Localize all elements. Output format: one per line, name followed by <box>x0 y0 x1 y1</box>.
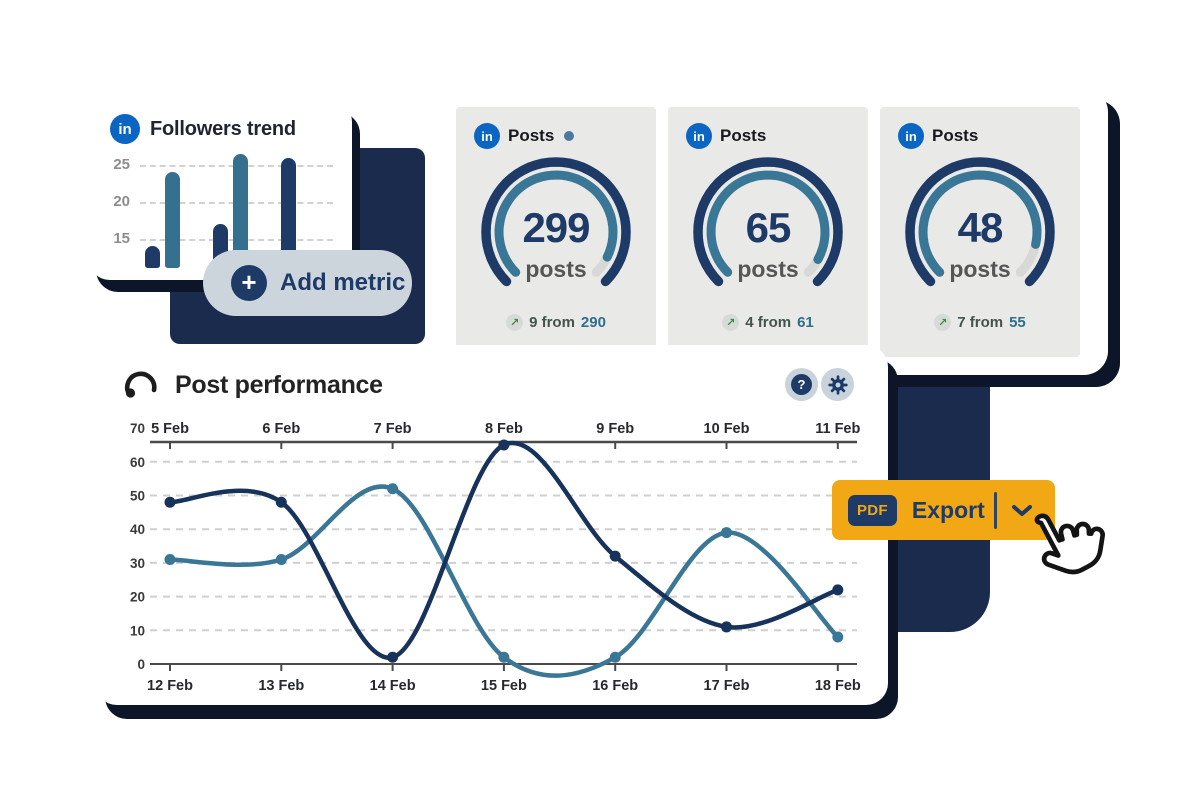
linkedin-icon: in <box>686 123 712 149</box>
gauge-delta: ↗ 7 from 55 <box>880 314 1080 331</box>
linkedin-icon: in <box>898 123 924 149</box>
svg-text:40: 40 <box>130 522 145 537</box>
status-dot <box>564 131 575 141</box>
button-divider <box>994 491 997 529</box>
question-mark-icon: ? <box>791 374 812 395</box>
post-performance-card: Post performance ? 5 Fe <box>95 345 888 705</box>
svg-text:20: 20 <box>130 590 145 605</box>
followers-bar-chart: 25 20 15 <box>88 100 352 280</box>
delta-text: 9 from <box>529 314 575 331</box>
export-dropdown-toggle[interactable] <box>1011 504 1033 517</box>
svg-text:30: 30 <box>130 556 145 571</box>
export-button[interactable]: PDF Export <box>832 480 1055 540</box>
delta-text: 4 from <box>745 314 792 331</box>
svg-text:18 Feb: 18 Feb <box>815 678 861 694</box>
svg-text:16 Feb: 16 Feb <box>592 678 638 694</box>
bar-ytick-label: 20 <box>113 193 130 210</box>
gauge-header: in Posts <box>898 123 978 149</box>
plus-icon: + <box>231 265 267 301</box>
linkedin-icon: in <box>110 114 140 144</box>
svg-text:17 Feb: 17 Feb <box>704 678 750 694</box>
svg-text:5 Feb: 5 Feb <box>151 421 189 437</box>
posts-gauges-card: in Posts 299 posts ↗ 9 from 290 in Posts <box>428 88 1108 375</box>
performance-line-chart: 5 Feb 6 Feb 7 Feb 8 Feb 9 Feb 10 Feb 11 Feb 12 … <box>130 421 861 694</box>
svg-text:6 Feb: 6 Feb <box>262 421 300 437</box>
gauge-reading: 65 posts <box>668 207 868 281</box>
gauge-header: in Posts <box>474 123 575 149</box>
svg-text:0: 0 <box>137 657 145 672</box>
chevron-down-icon <box>1012 504 1032 516</box>
gauge-unit: posts <box>949 256 1011 282</box>
svg-text:8 Feb: 8 Feb <box>485 421 523 437</box>
help-button[interactable]: ? <box>785 368 818 401</box>
posts-gauge-card-2: in Posts 65 posts ↗ 4 from 61 <box>668 107 868 357</box>
trend-up-icon: ↗ <box>722 314 740 331</box>
gauge-unit: posts <box>525 256 587 282</box>
svg-text:50: 50 <box>130 489 145 504</box>
hand-pointer-cursor <box>1034 513 1106 575</box>
followers-card-header: in Followers trend <box>110 114 296 144</box>
gauge-value: 299 <box>522 204 590 251</box>
pdf-badge: PDF <box>848 494 897 526</box>
gauge-title: Posts <box>720 126 767 145</box>
gauge-reading: 48 posts <box>880 207 1080 281</box>
bar <box>233 153 248 268</box>
add-metric-label: Add metric <box>280 269 406 296</box>
svg-text:10: 10 <box>130 623 145 638</box>
gauge-delta: ↗ 4 from 61 <box>668 314 868 331</box>
gauge-value: 48 <box>957 204 1004 251</box>
export-label: Export <box>911 496 985 523</box>
posts-gauge-card-3: in Posts 48 posts ↗ 7 from 55 <box>880 107 1080 357</box>
svg-text:15 Feb: 15 Feb <box>481 678 527 694</box>
gauge-value: 65 <box>745 204 792 251</box>
gauge-header: in Posts <box>686 123 766 149</box>
bar <box>145 246 160 268</box>
svg-text:13 Feb: 13 Feb <box>258 678 304 694</box>
svg-text:9 Feb: 9 Feb <box>596 421 634 437</box>
posts-gauge-card-1: in Posts 299 posts ↗ 9 from 290 <box>456 107 656 357</box>
speedometer-icon <box>124 371 157 398</box>
bar-ytick-label: 15 <box>113 230 130 247</box>
gauge-delta: ↗ 9 from 290 <box>456 314 656 331</box>
delta-text: 7 from <box>957 314 1004 331</box>
settings-button[interactable] <box>821 368 854 401</box>
bar <box>281 157 296 268</box>
gauge-arc <box>481 157 631 287</box>
gear-icon <box>827 374 848 395</box>
gauge-arc <box>905 157 1055 287</box>
svg-text:70: 70 <box>130 421 145 436</box>
bar-ytick-label: 25 <box>113 156 130 173</box>
gauge-arc <box>693 157 843 287</box>
add-metric-button[interactable]: + Add metric <box>203 250 412 316</box>
svg-text:14 Feb: 14 Feb <box>370 678 416 694</box>
trend-up-icon: ↗ <box>934 314 952 331</box>
linkedin-icon: in <box>474 123 500 149</box>
gauge-unit: posts <box>737 256 799 282</box>
previous-value: 290 <box>580 314 606 331</box>
bar <box>165 172 180 268</box>
svg-text:10 Feb: 10 Feb <box>704 421 750 437</box>
gauge-title: Posts <box>508 126 555 145</box>
performance-title: Post performance <box>175 370 383 399</box>
gauge-title: Posts <box>932 126 979 145</box>
svg-text:60: 60 <box>130 455 145 470</box>
trend-up-icon: ↗ <box>506 314 524 331</box>
performance-header: Post performance <box>123 369 383 401</box>
svg-text:12 Feb: 12 Feb <box>147 678 193 694</box>
svg-text:7 Feb: 7 Feb <box>374 421 412 437</box>
previous-value: 61 <box>797 314 814 331</box>
gauge-reading: 299 posts <box>456 207 656 281</box>
previous-value: 55 <box>1009 314 1026 331</box>
svg-text:11 Feb: 11 Feb <box>815 421 860 437</box>
followers-card-title: Followers trend <box>150 117 296 140</box>
